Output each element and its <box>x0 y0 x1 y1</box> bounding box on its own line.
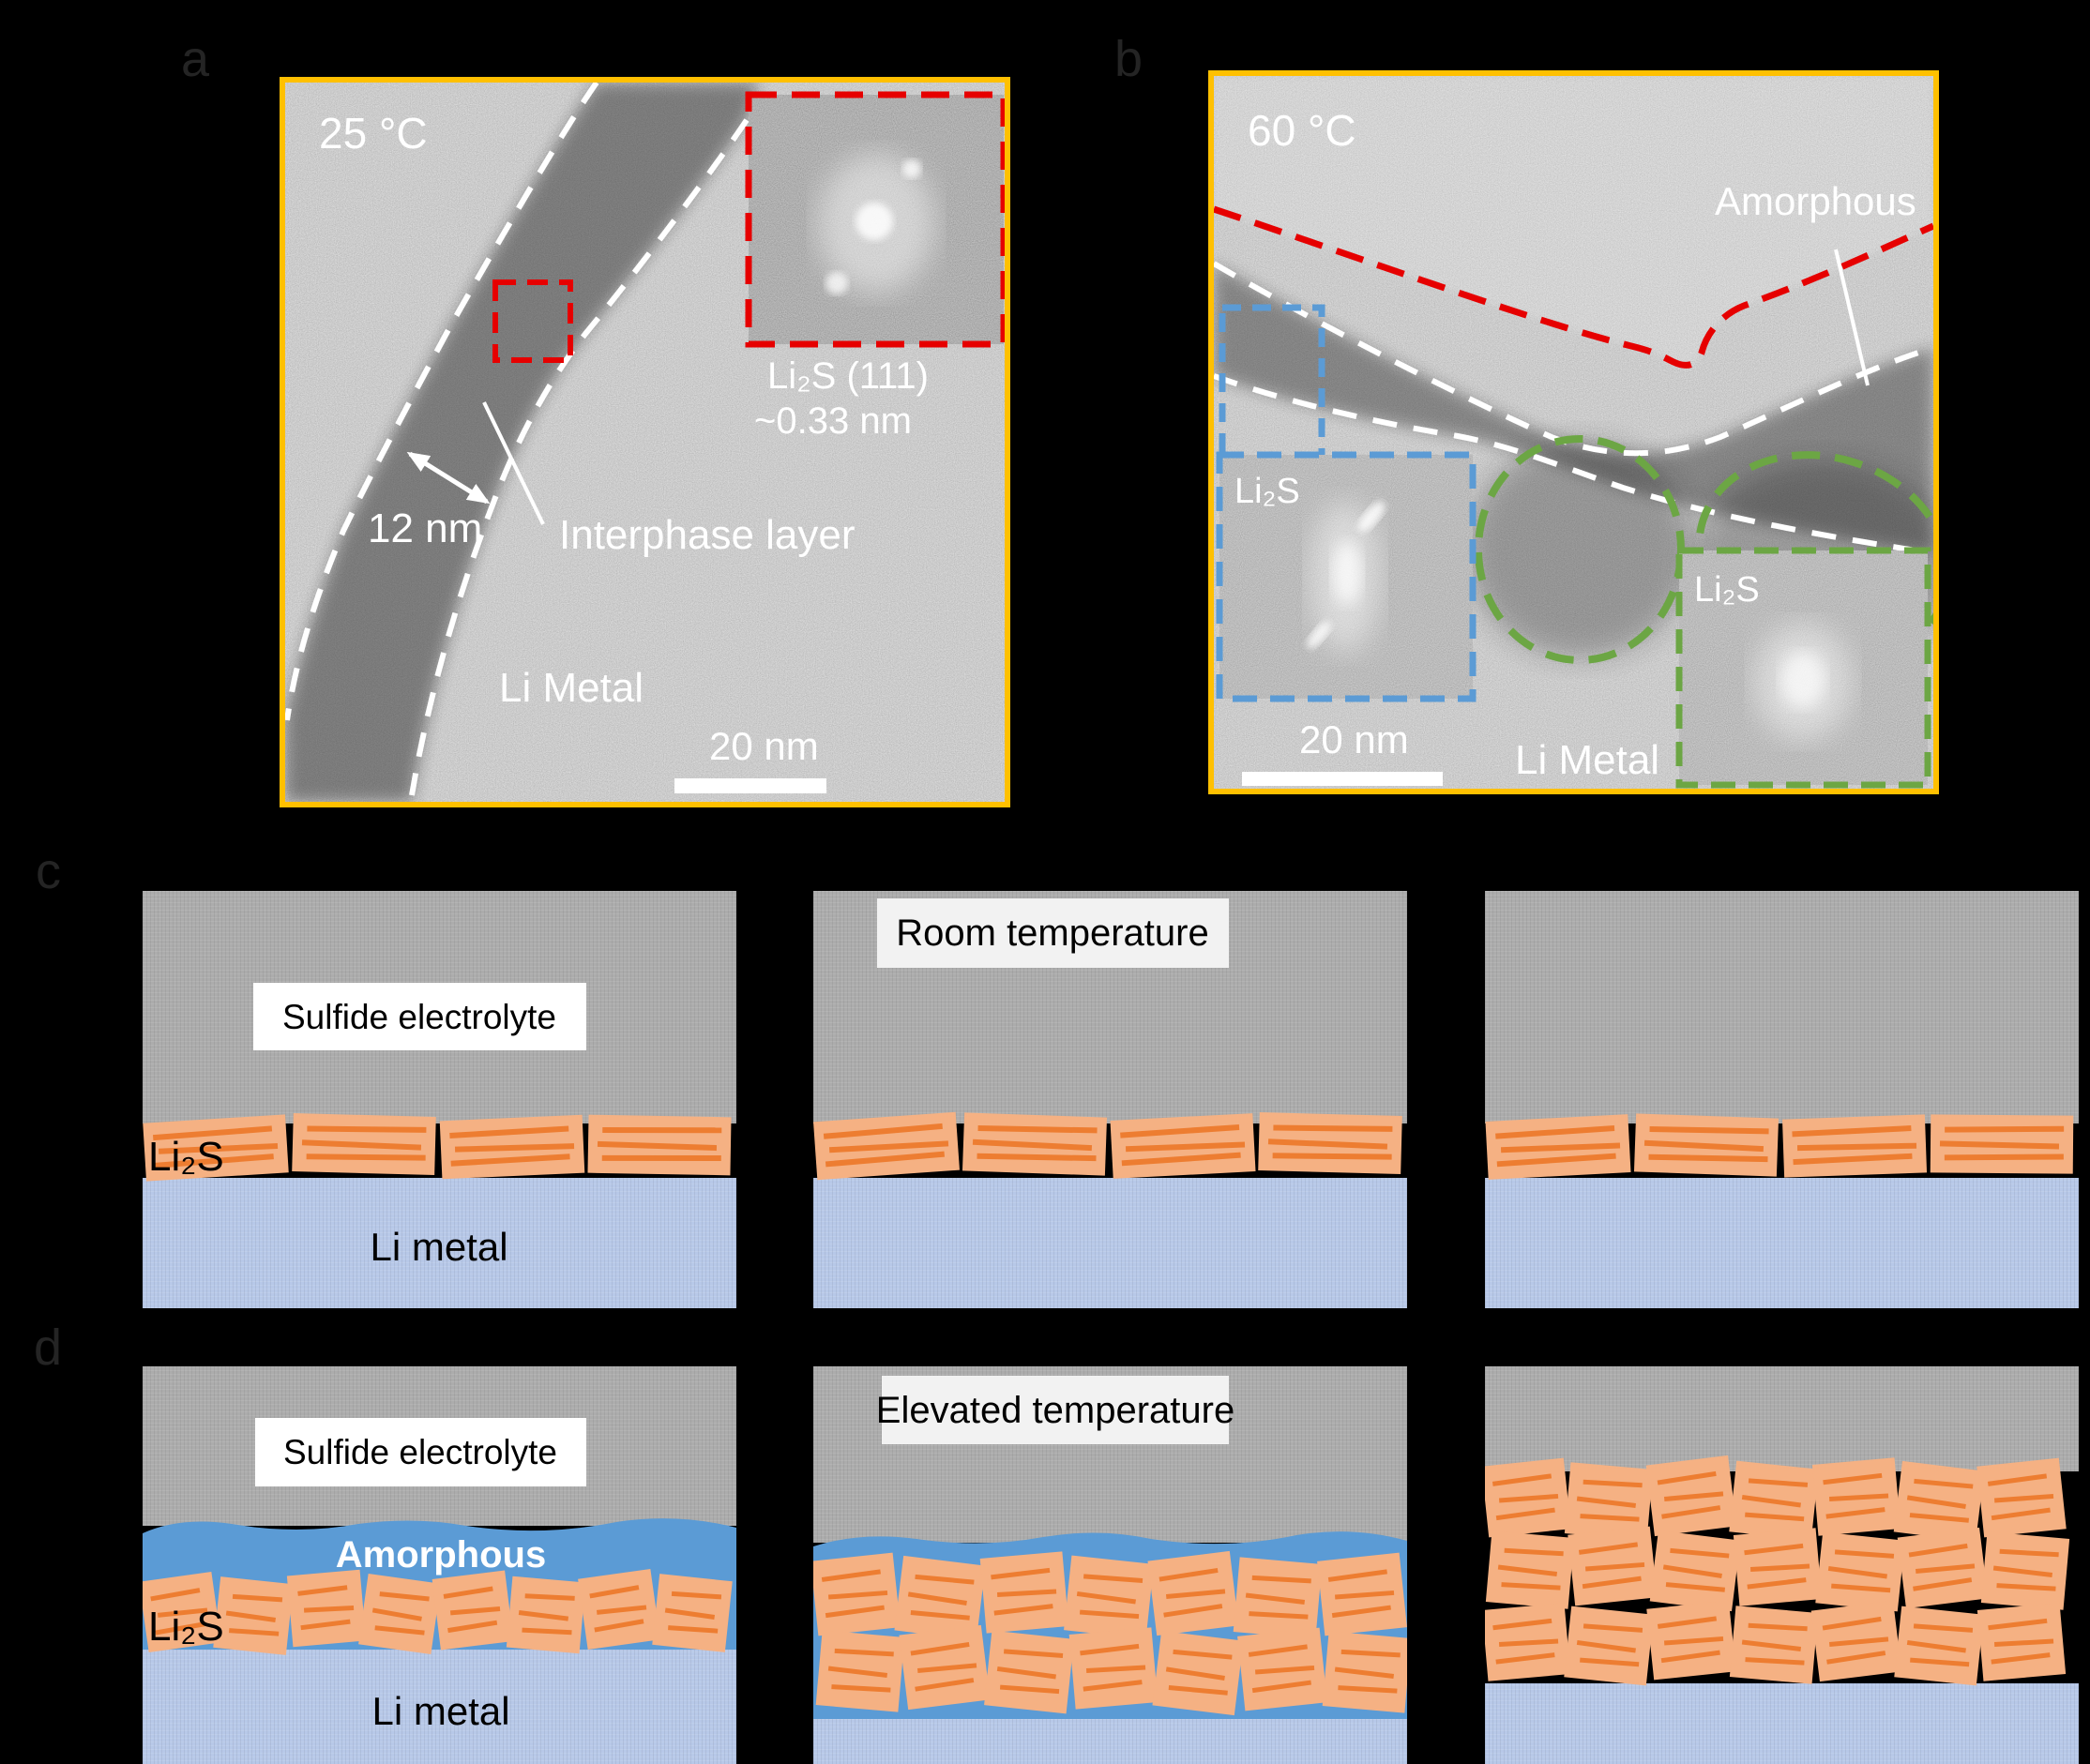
panel-label-c: c <box>36 843 61 899</box>
li2s-block-rows <box>1485 1455 2070 1686</box>
li2s-block-rows <box>813 1550 1407 1716</box>
white-dashed-boundary-left <box>285 83 599 721</box>
li2s-block-row <box>143 1568 733 1655</box>
li2s-label: Li₂S <box>148 1604 224 1650</box>
title-box <box>882 1376 1229 1444</box>
interphase-pointer-line <box>482 401 545 525</box>
white-dashed-boundary-lower <box>1214 373 1933 556</box>
electrolyte-label: Sulfide electrolyte <box>283 1433 557 1471</box>
schematic-c-left: Sulfide electrolyte Li₂S Li metal <box>143 891 736 1308</box>
temperature-label-60c: 60 °C <box>1248 106 1356 155</box>
scale-bar-a <box>674 778 826 793</box>
schematic-c-right <box>1485 891 2079 1308</box>
fft-inset-blue: Li₂S <box>1216 451 1477 702</box>
li2s-label: Li₂S <box>148 1134 224 1180</box>
schematic-d-right <box>1485 1366 2079 1764</box>
tem-image-25c: 25 °C Li₂S (111) ~0.33 nm 12 nm Interpha… <box>280 77 1010 807</box>
fft-green-label: Li₂S <box>1694 570 1760 610</box>
electrolyte-label: Sulfide electrolyte <box>282 998 556 1036</box>
scalebar-label-b: 20 nm <box>1299 717 1409 761</box>
red-dashed-roi-box <box>492 279 573 363</box>
tem-image-60c: Li₂S Li₂S 60 °C Amorphous 20 nm Li Metal <box>1208 70 1939 794</box>
white-dashed-boundary-right <box>409 118 750 796</box>
row-d-title: Elevated temperature <box>876 1390 1234 1431</box>
panel-label-d: d <box>34 1319 63 1376</box>
temperature-label-25c: 25 °C <box>319 109 428 158</box>
electrolyte-label-box <box>253 983 586 1050</box>
panel-label-b: b <box>1114 31 1143 87</box>
white-dashed-boundary-upper <box>1214 261 1933 457</box>
li-metal-label-a: Li Metal <box>499 665 644 711</box>
electrolyte-light-zone <box>1214 76 1933 366</box>
interphase-layer-label: Interphase layer <box>559 512 856 558</box>
thickness-label: 12 nm <box>368 505 482 551</box>
li-metal-label-b: Li Metal <box>1515 737 1659 783</box>
fft-blue-label: Li₂S <box>1234 472 1300 511</box>
scale-bar-b <box>1242 772 1443 786</box>
panel-label-a: a <box>181 31 210 87</box>
scalebar-label-a: 20 nm <box>709 724 819 768</box>
li2s-block-row <box>813 1111 1402 1181</box>
fft-caption-line2: ~0.33 nm <box>754 400 912 442</box>
electrolyte-label-box <box>255 1418 586 1486</box>
title-box <box>877 898 1229 968</box>
li-metal-label: Li metal <box>370 1225 507 1269</box>
li2s-block-row <box>143 1113 732 1182</box>
fft-caption-line1: Li₂S (111) <box>767 355 929 397</box>
fft-inset-red <box>745 91 1005 348</box>
amorphous-label-b: Amorphous <box>1715 179 1916 223</box>
schematic-c-middle: Room temperature <box>813 891 1407 1308</box>
amorphous-label: Amorphous <box>336 1534 546 1576</box>
li-metal-label: Li metal <box>371 1689 509 1733</box>
thickness-arrow <box>406 451 491 505</box>
schematic-d-middle: Elevated temperature <box>813 1366 1407 1764</box>
row-c-title: Room temperature <box>896 912 1208 954</box>
li2s-block-row <box>1485 1113 2074 1180</box>
crystallite-dark-blob-1 <box>1467 442 1692 657</box>
amorphous-pointer-line <box>1834 249 1870 386</box>
red-dashed-surface-line <box>1214 205 1933 369</box>
fft-inset-green: Li₂S <box>1675 547 1931 789</box>
schematic-d-left: Sulfide electrolyte Amorphous Li₂S Li me… <box>143 1366 736 1764</box>
